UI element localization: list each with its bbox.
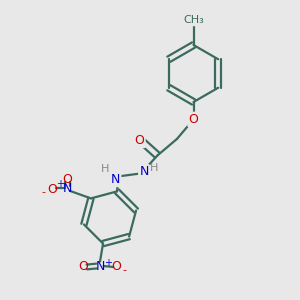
Text: O: O: [79, 260, 88, 274]
Text: -: -: [123, 265, 127, 275]
Text: N: N: [63, 182, 72, 195]
Text: H: H: [150, 163, 159, 173]
Text: O: O: [189, 113, 198, 126]
Text: H: H: [101, 164, 109, 174]
Text: O: O: [135, 134, 144, 147]
Text: N: N: [111, 173, 120, 186]
Text: +: +: [104, 258, 112, 268]
Text: CH₃: CH₃: [183, 15, 204, 25]
Text: O: O: [112, 260, 122, 274]
Text: O: O: [47, 183, 57, 196]
Text: N: N: [139, 165, 149, 178]
Text: -: -: [41, 188, 46, 197]
Text: N: N: [95, 260, 105, 273]
Text: +: +: [56, 179, 64, 189]
Text: O: O: [62, 173, 72, 186]
